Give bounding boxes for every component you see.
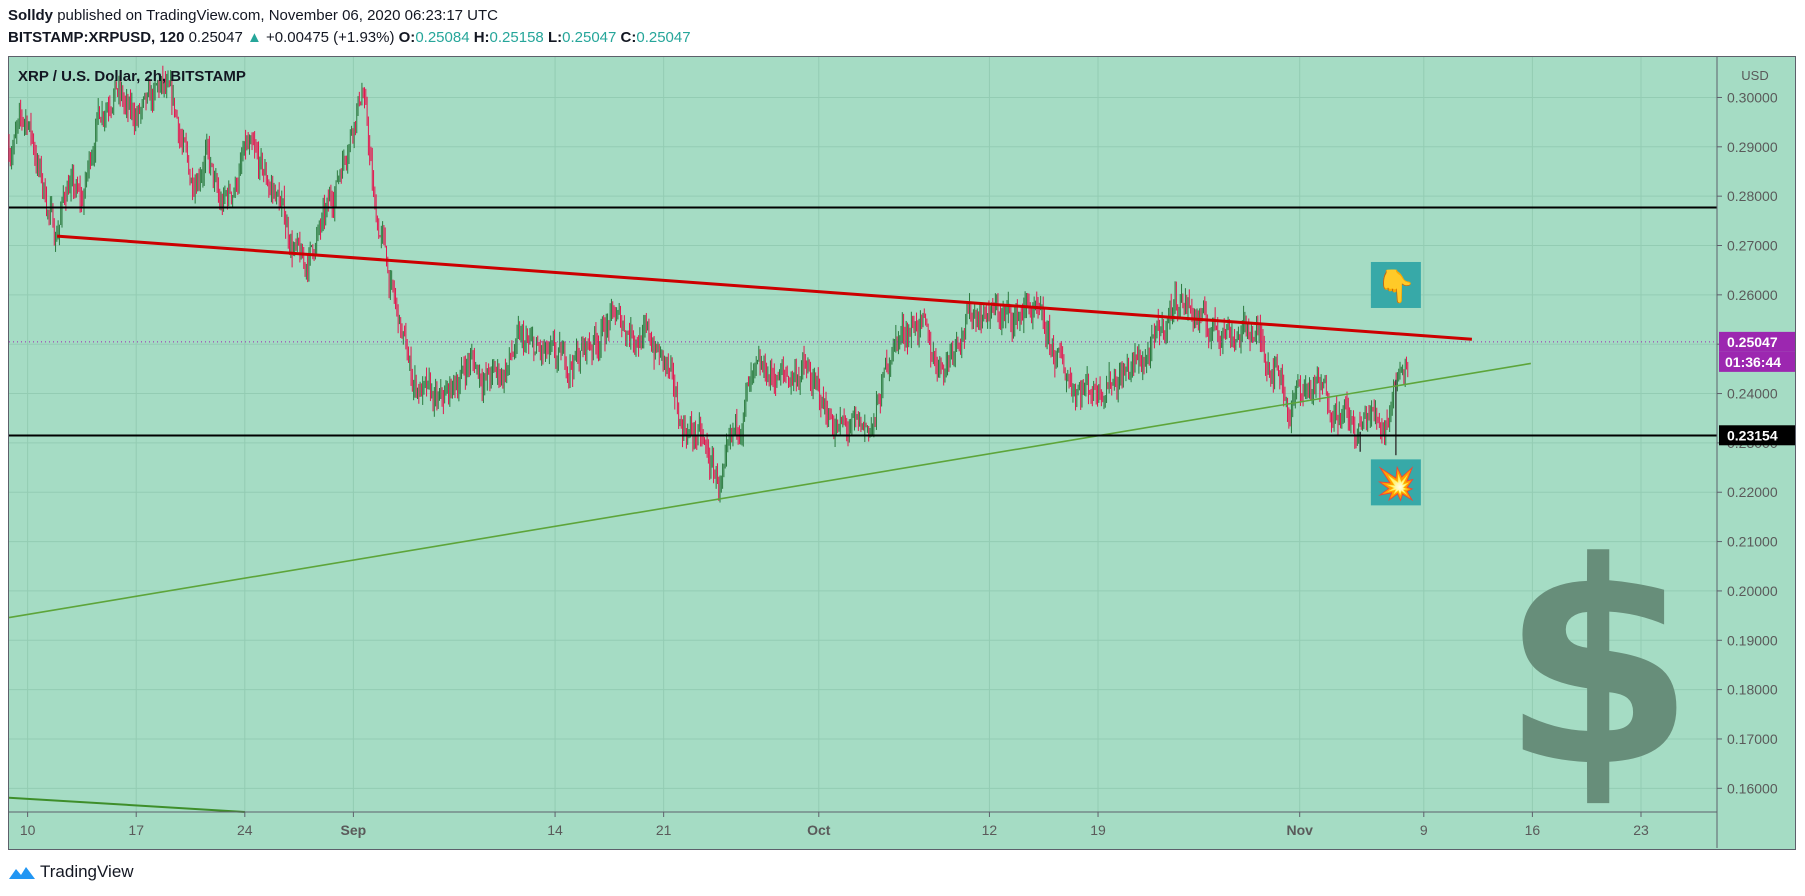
time-tick-label-3: Sep xyxy=(341,822,367,838)
pointing-down-hand-icon: 👇 xyxy=(1376,267,1416,305)
time-tick-label-8: 19 xyxy=(1090,822,1106,838)
price-tick-label-9: 0.21000 xyxy=(1727,534,1778,550)
dollar-sign-icon: $ xyxy=(1501,503,1696,829)
price-tick-label-8: 0.22000 xyxy=(1727,484,1778,500)
price-tick-label-13: 0.17000 xyxy=(1727,731,1778,747)
time-tick-label-6: Oct xyxy=(807,822,831,838)
publish-info: Solldy published on TradingView.com, Nov… xyxy=(8,7,498,24)
time-tick-label-5: 21 xyxy=(656,822,672,838)
price-tick-label-12: 0.18000 xyxy=(1727,682,1778,698)
close-label: C: xyxy=(620,29,637,46)
explosion-icon: 💥 xyxy=(1376,464,1416,502)
open-label: O: xyxy=(398,29,416,46)
author-name[interactable]: Solldy xyxy=(8,7,54,24)
countdown-badge xyxy=(1719,351,1795,372)
time-tick-label-4: 14 xyxy=(547,822,563,838)
price-tick-label-1: 0.29000 xyxy=(1727,139,1778,155)
time-tick-label-7: 12 xyxy=(982,822,998,838)
price-tick-label-11: 0.19000 xyxy=(1727,632,1778,648)
open-value: 0.25084 xyxy=(415,29,470,46)
pointer-box xyxy=(1370,261,1421,308)
time-tick-label-0: 10 xyxy=(20,822,36,838)
level-badge-label: 0.23154 xyxy=(1727,427,1778,443)
symbol-label[interactable]: BITSTAMP:XRPUSD, 120 xyxy=(8,29,185,46)
drawings xyxy=(8,206,1717,813)
footer: TradingView xyxy=(8,862,134,882)
support-trendline xyxy=(8,362,1531,619)
last-price-badge xyxy=(1719,331,1795,352)
time-tick-label-10: 9 xyxy=(1420,822,1428,838)
annotations: 👇💥 xyxy=(1370,261,1421,506)
price-axis: 0.30000 0.29000 0.28000 0.27000 0.26000 0.250… xyxy=(1716,57,1795,848)
change-arrow-icon: ▲ xyxy=(247,29,262,46)
explosion-box xyxy=(1370,459,1421,506)
tradingview-brand[interactable]: TradingView xyxy=(40,862,134,881)
price-tick-label-3: 0.27000 xyxy=(1727,238,1778,254)
high-label: H: xyxy=(473,29,490,46)
time-axis: 10 17 24 Sep 14 21 Oct 12 19 Nov 9 16 23 xyxy=(9,811,1717,838)
ohlc-legend: BITSTAMP:XRPUSD, 120 0.25047 ▲ +0.00475 … xyxy=(8,29,691,46)
price-tick-label-14: 0.16000 xyxy=(1727,780,1778,796)
low-value: 0.25047 xyxy=(562,29,617,46)
level-badge xyxy=(1719,425,1795,446)
currency-label: USD xyxy=(1741,68,1768,83)
candles xyxy=(8,65,1409,503)
grid xyxy=(9,57,1717,812)
chart-frame[interactable] xyxy=(8,56,1796,850)
price-tick-label-0: 0.30000 xyxy=(1727,89,1778,105)
tradingview-logo-icon[interactable] xyxy=(8,864,36,880)
resistance-trendline xyxy=(56,234,1473,341)
time-tick-label-12: 23 xyxy=(1633,822,1649,838)
time-tick-label-1: 17 xyxy=(128,822,144,838)
last-price-badge-label: 0.25047 xyxy=(1727,334,1778,350)
lower-trendline xyxy=(8,796,245,813)
price-tick-label-2: 0.28000 xyxy=(1727,188,1778,204)
change-value: +0.00475 (+1.93%) xyxy=(266,29,395,46)
price-tick-label-6: 0.24000 xyxy=(1727,386,1778,402)
chart-title: XRP / U.S. Dollar, 2h, BITSTAMP xyxy=(18,68,246,85)
time-tick-label-2: 24 xyxy=(237,822,253,838)
published-text: published on TradingView.com, November 0… xyxy=(57,7,499,24)
time-tick-label-11: 16 xyxy=(1525,822,1541,838)
last-price-value: 0.25047 xyxy=(188,29,243,46)
dollar-sign-glyph: $ xyxy=(1501,503,1696,829)
high-value: 0.25158 xyxy=(489,29,544,46)
close-value: 0.25047 xyxy=(636,29,691,46)
low-label: L: xyxy=(547,29,563,46)
price-tick-label-10: 0.20000 xyxy=(1727,583,1778,599)
price-tick-label-4: 0.26000 xyxy=(1727,287,1778,303)
countdown-badge-label: 01:36:44 xyxy=(1725,354,1781,370)
time-tick-label-9: Nov xyxy=(1286,822,1313,838)
